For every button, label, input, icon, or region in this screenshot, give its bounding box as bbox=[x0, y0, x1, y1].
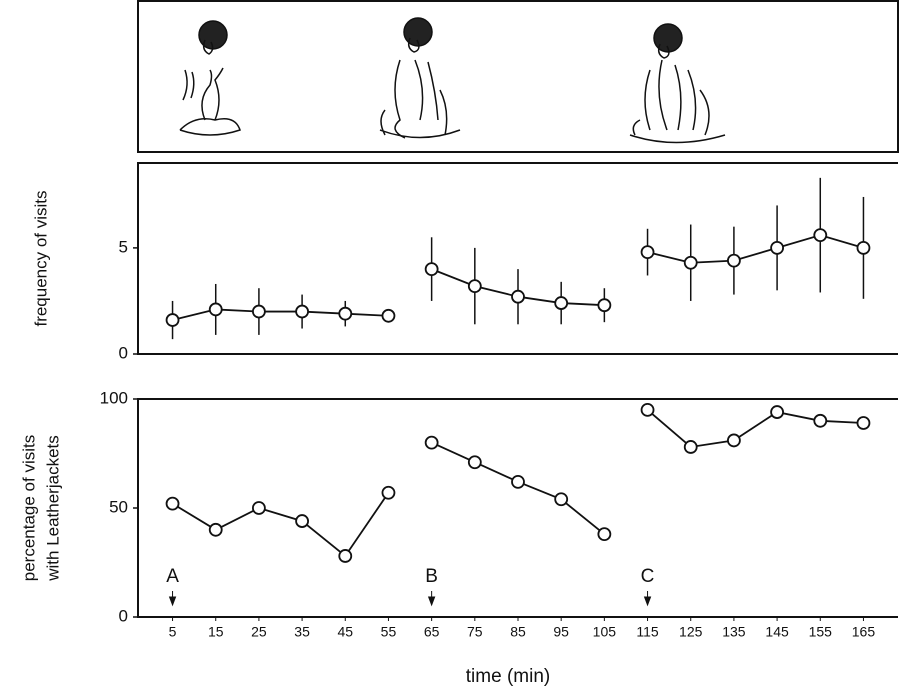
y-tick-label: 0 bbox=[119, 343, 128, 362]
data-line bbox=[647, 234, 864, 264]
data-point bbox=[295, 304, 309, 319]
data-point bbox=[554, 492, 569, 507]
y-axis-label: percentage of visits bbox=[19, 435, 38, 581]
data-point bbox=[856, 416, 871, 430]
data-point bbox=[381, 485, 396, 500]
data-point bbox=[597, 527, 612, 542]
annotation-arrow bbox=[427, 591, 436, 607]
x-axis-label: time (min) bbox=[466, 666, 550, 687]
data-point bbox=[511, 289, 525, 304]
axis-frame bbox=[137, 398, 898, 618]
data-line bbox=[646, 409, 864, 448]
x-tick-label: 5 bbox=[169, 624, 177, 640]
data-point bbox=[252, 501, 266, 515]
data-point bbox=[424, 262, 439, 277]
bird-illustration bbox=[379, 17, 461, 139]
x-tick-label: 35 bbox=[294, 624, 310, 640]
x-tick-label: 95 bbox=[553, 624, 569, 640]
data-point bbox=[424, 435, 439, 450]
data-point bbox=[208, 302, 223, 317]
data-line bbox=[172, 308, 389, 321]
x-tick-label: 45 bbox=[337, 624, 353, 640]
illustration-panel bbox=[137, 0, 899, 153]
data-line bbox=[172, 492, 390, 558]
data-point bbox=[554, 296, 569, 310]
data-point bbox=[640, 245, 655, 260]
data-point bbox=[640, 402, 655, 417]
annotation-arrow bbox=[168, 591, 177, 607]
data-point bbox=[467, 279, 482, 293]
data-point bbox=[727, 253, 741, 268]
data-point bbox=[295, 514, 309, 528]
annotation: B bbox=[425, 566, 438, 587]
data-point bbox=[683, 255, 698, 270]
data-point bbox=[727, 433, 741, 448]
bird-illustration bbox=[179, 20, 241, 136]
x-tick-label: 25 bbox=[251, 624, 267, 640]
x-tick-label: 125 bbox=[679, 624, 703, 640]
y-tick-label: 100 bbox=[100, 388, 128, 407]
data-point bbox=[381, 308, 396, 323]
y-tick-label: 0 bbox=[119, 606, 128, 625]
x-tick-label: 115 bbox=[636, 624, 659, 640]
bird-illustration bbox=[629, 23, 726, 144]
x-tick-label: 165 bbox=[852, 624, 876, 640]
data-point bbox=[856, 240, 871, 255]
x-tick-label: 155 bbox=[809, 624, 833, 640]
data-point bbox=[338, 549, 353, 563]
data-point bbox=[467, 455, 482, 470]
data-point bbox=[813, 228, 828, 243]
y-axis-label: frequency of visits bbox=[31, 190, 50, 326]
data-point bbox=[165, 496, 180, 511]
y-tick-label: 5 bbox=[119, 237, 128, 256]
data-point bbox=[770, 240, 784, 255]
x-tick-label: 145 bbox=[765, 624, 789, 640]
x-tick-label: 15 bbox=[208, 624, 224, 640]
data-point bbox=[165, 313, 180, 327]
data-point bbox=[338, 306, 353, 321]
x-tick-label: 55 bbox=[381, 624, 397, 640]
annotation-arrow bbox=[643, 591, 652, 607]
data-point bbox=[208, 522, 223, 537]
axis-frame bbox=[137, 162, 898, 355]
x-tick-label: 85 bbox=[510, 624, 526, 640]
data-point bbox=[813, 413, 828, 428]
y-tick-label: 50 bbox=[109, 497, 128, 516]
x-tick-label: 75 bbox=[467, 624, 483, 640]
annotation: C bbox=[641, 566, 655, 587]
x-tick-label: 65 bbox=[424, 624, 440, 640]
data-point bbox=[252, 304, 266, 319]
data-point bbox=[597, 298, 612, 313]
y-axis-label: with Leatherjackets bbox=[43, 435, 62, 582]
data-point bbox=[683, 440, 698, 454]
x-tick-label: 105 bbox=[593, 624, 617, 640]
data-point bbox=[770, 405, 784, 419]
annotation: A bbox=[166, 566, 179, 587]
data-point bbox=[511, 474, 525, 489]
x-tick-label: 135 bbox=[722, 624, 746, 640]
